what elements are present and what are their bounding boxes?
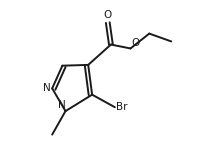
Text: O: O: [104, 10, 112, 20]
Text: Br: Br: [116, 102, 128, 112]
Text: N: N: [58, 100, 66, 109]
Text: O: O: [131, 38, 140, 48]
Text: N: N: [43, 83, 51, 93]
